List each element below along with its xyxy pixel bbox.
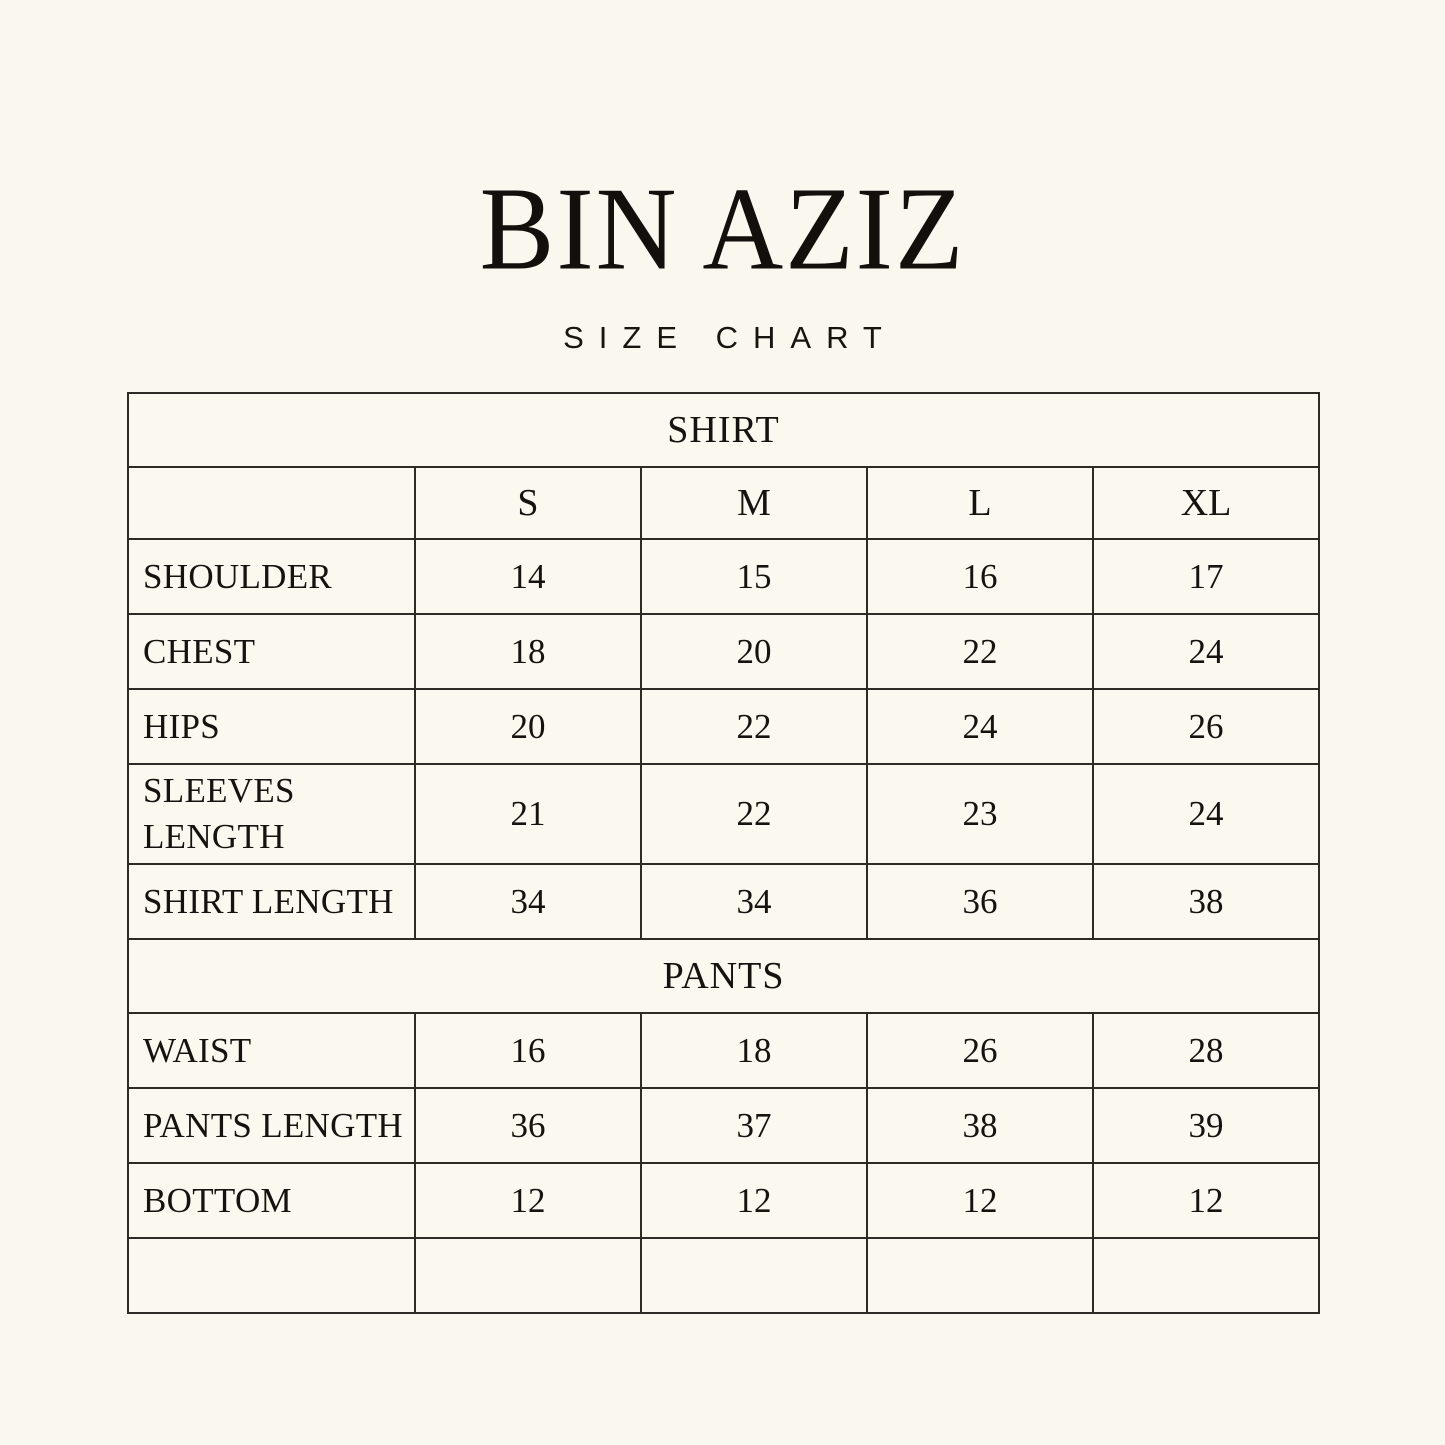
size-chart-table-wrapper: SHIRT S M L XL SHOULDER 14 15 16 17 [126,392,1321,1314]
row-label-waist: WAIST [127,1012,416,1089]
cell-waist-s: 16 [414,1012,642,1089]
cell-shirt-length-s: 34 [414,863,642,940]
cell-pants-length-s: 36 [414,1087,642,1164]
cell-hips-m: 22 [640,688,868,765]
page-header: BIN AZIZ SIZE CHART [0,170,1445,356]
size-header-l: L [866,466,1094,540]
row-label-shirt-length: SHIRT LENGTH [127,863,416,940]
cell-sleeves-m: 22 [640,763,868,865]
cell-shirt-length-xl: 38 [1091,863,1321,940]
page-subtitle: SIZE CHART [563,320,897,355]
size-header-row: S M L XL [127,466,1321,540]
cell-chest-xl: 24 [1091,613,1321,690]
size-header-xl: XL [1091,466,1321,540]
table-row-pants-length: PANTS LENGTH 36 37 38 39 [127,1087,1321,1164]
size-header-s: S [414,466,642,540]
cell-bottom-s: 12 [414,1162,642,1239]
table-row-shirt-length: SHIRT LENGTH 34 34 36 38 [127,863,1321,940]
cell-shoulder-s: 14 [414,538,642,615]
cell-pants-length-xl: 39 [1091,1087,1321,1164]
cell-hips-l: 24 [866,688,1094,765]
cell-waist-l: 26 [866,1012,1094,1089]
section-header-pants: PANTS [126,938,1321,1014]
empty-cell-l [866,1237,1094,1314]
cell-shoulder-xl: 17 [1091,538,1321,615]
cell-chest-m: 20 [640,613,868,690]
empty-cell-xl [1091,1237,1321,1314]
section-header-shirt: SHIRT [126,392,1321,468]
row-label-bottom: BOTTOM [127,1162,416,1239]
row-label-shoulder: SHOULDER [127,538,416,615]
cell-shoulder-m: 15 [640,538,868,615]
cell-shoulder-l: 16 [866,538,1094,615]
cell-chest-l: 22 [866,613,1094,690]
cell-hips-xl: 26 [1091,688,1321,765]
cell-shirt-length-m: 34 [640,863,868,940]
size-chart-table: SHIRT S M L XL SHOULDER 14 15 16 17 [126,392,1321,1314]
cell-pants-length-l: 38 [866,1087,1094,1164]
table-row-empty [127,1237,1321,1314]
table-row-hips: HIPS 20 22 24 26 [127,688,1321,765]
section-header-shirt-label: SHIRT [126,392,1321,468]
cell-bottom-xl: 12 [1091,1162,1321,1239]
cell-waist-m: 18 [640,1012,868,1089]
row-label-hips: HIPS [127,688,416,765]
empty-cell-s [414,1237,642,1314]
cell-chest-s: 18 [414,613,642,690]
cell-shirt-length-l: 36 [866,863,1094,940]
cell-bottom-l: 12 [866,1162,1094,1239]
table-row-sleeves-length: SLEEVES LENGTH 21 22 23 24 [127,763,1321,865]
section-header-pants-label: PANTS [126,938,1321,1014]
row-label-sleeves-line2: LENGTH [143,817,285,856]
empty-cell-m [640,1237,868,1314]
row-label-chest: CHEST [127,613,416,690]
table-row-waist: WAIST 16 18 26 28 [127,1012,1321,1089]
cell-hips-s: 20 [414,688,642,765]
cell-bottom-m: 12 [640,1162,868,1239]
cell-sleeves-s: 21 [414,763,642,865]
row-label-pants-length: PANTS LENGTH [127,1087,416,1164]
cell-sleeves-xl: 24 [1091,763,1321,865]
brand-title: BIN AZIZ [479,163,966,296]
row-label-sleeves-length: SLEEVES LENGTH [127,763,416,865]
cell-waist-xl: 28 [1091,1012,1321,1089]
table-row-bottom: BOTTOM 12 12 12 12 [127,1162,1321,1239]
size-header-m: M [640,466,868,540]
row-label-sleeves-line1: SLEEVES [143,770,295,810]
empty-cell-label [127,1237,416,1314]
size-header-blank-cell [127,466,416,540]
table-row-chest: CHEST 18 20 22 24 [127,613,1321,690]
cell-sleeves-l: 23 [866,763,1094,865]
cell-pants-length-m: 37 [640,1087,868,1164]
table-row-shoulder: SHOULDER 14 15 16 17 [127,538,1321,615]
